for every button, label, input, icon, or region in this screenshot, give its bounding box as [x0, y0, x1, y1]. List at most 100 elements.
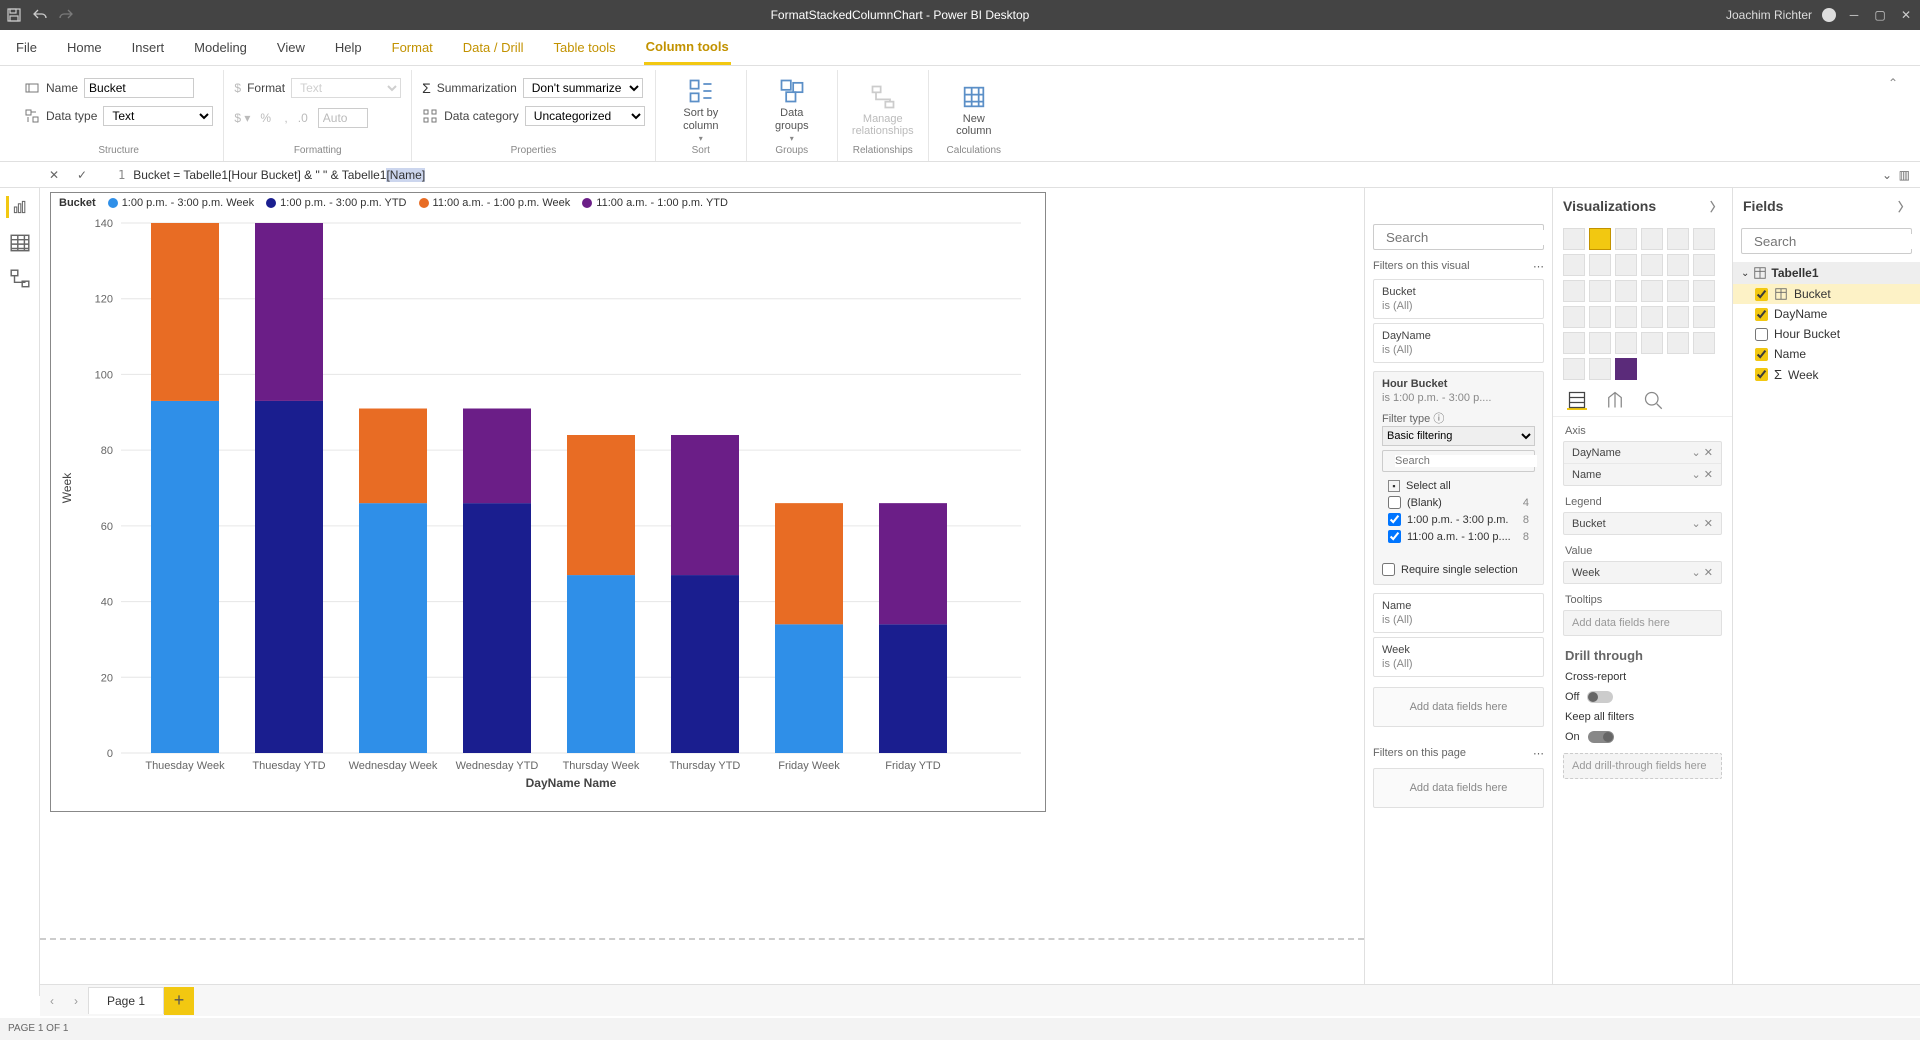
- data-groups-button[interactable]: Data groups▾: [757, 76, 827, 144]
- legend-item[interactable]: 1:00 p.m. - 3:00 p.m. Week: [108, 197, 254, 209]
- viz-type-icon[interactable]: [1589, 358, 1611, 380]
- close-icon[interactable]: ✕: [1898, 7, 1914, 23]
- viz-type-icon[interactable]: [1641, 228, 1663, 250]
- drillthrough-well[interactable]: Add drill-through fields here: [1563, 753, 1722, 779]
- axis-well[interactable]: DayName⌄ ✕Name⌄ ✕: [1563, 441, 1722, 486]
- filter-card[interactable]: Weekis (All): [1373, 637, 1544, 677]
- formula-commit-icon[interactable]: ✓: [72, 165, 92, 185]
- filter-card[interactable]: Nameis (All): [1373, 593, 1544, 633]
- viz-type-icon[interactable]: [1563, 358, 1585, 380]
- ribbon-tab-file[interactable]: File: [14, 32, 39, 63]
- viz-type-icon[interactable]: [1667, 228, 1689, 250]
- filter-option[interactable]: 1:00 p.m. - 3:00 p.m.8: [1388, 511, 1529, 528]
- analytics-tab-icon[interactable]: [1643, 390, 1663, 410]
- data-view-icon[interactable]: [9, 232, 31, 254]
- report-canvas[interactable]: Bucket1:00 p.m. - 3:00 p.m. Week1:00 p.m…: [40, 188, 1364, 996]
- ribbon-collapse-icon[interactable]: ⌃: [1888, 76, 1902, 90]
- page-prev-icon[interactable]: ‹: [40, 994, 64, 1008]
- viz-type-icon[interactable]: [1667, 280, 1689, 302]
- fields-tab-icon[interactable]: [1567, 390, 1587, 410]
- viz-type-icon[interactable]: [1563, 306, 1585, 328]
- field-row[interactable]: Hour Bucket: [1733, 324, 1920, 344]
- filter-menu-icon[interactable]: ⋯: [1533, 260, 1544, 273]
- keep-filters-toggle[interactable]: [1588, 731, 1614, 743]
- viz-type-icon[interactable]: [1641, 306, 1663, 328]
- filter-card[interactable]: Bucketis (All): [1373, 279, 1544, 319]
- pane-collapse-icon[interactable]: 〉: [1898, 198, 1910, 215]
- ribbon-tab-format[interactable]: Format: [390, 32, 435, 63]
- undo-icon[interactable]: [32, 7, 48, 23]
- redo-icon[interactable]: [58, 7, 74, 23]
- well-field[interactable]: DayName⌄ ✕: [1564, 442, 1721, 464]
- filter-option[interactable]: (Blank)4: [1388, 494, 1529, 511]
- well-field[interactable]: Bucket⌄ ✕: [1564, 513, 1721, 534]
- filters-visual-add[interactable]: Add data fields here: [1373, 687, 1544, 727]
- category-select[interactable]: Uncategorized: [525, 106, 645, 126]
- viz-type-icon[interactable]: [1693, 228, 1715, 250]
- filter-type-select[interactable]: Basic filtering: [1382, 426, 1535, 446]
- new-column-button[interactable]: New column: [939, 76, 1009, 144]
- legend-item[interactable]: 11:00 a.m. - 1:00 p.m. Week: [419, 197, 571, 209]
- viz-type-icon[interactable]: [1641, 280, 1663, 302]
- legend-well[interactable]: Bucket⌄ ✕: [1563, 512, 1722, 535]
- formula-text[interactable]: Bucket = Tabelle1[Hour Bucket] & " " & T…: [133, 168, 425, 182]
- save-icon[interactable]: [6, 7, 22, 23]
- pane-collapse-icon[interactable]: 〉: [1710, 198, 1722, 215]
- tooltips-well[interactable]: Add data fields here: [1563, 610, 1722, 636]
- user-avatar-icon[interactable]: [1822, 8, 1836, 22]
- page-next-icon[interactable]: ›: [64, 994, 88, 1008]
- ribbon-tab-view[interactable]: View: [275, 32, 307, 63]
- hourbucket-search-input[interactable]: [1395, 455, 1537, 467]
- filter-card-hourbucket[interactable]: Hour Bucket is 1:00 p.m. - 3:00 p.... Fi…: [1373, 371, 1544, 585]
- viz-type-icon[interactable]: [1615, 280, 1637, 302]
- ribbon-tab-data-drill[interactable]: Data / Drill: [461, 32, 526, 63]
- summarization-select[interactable]: Don't summarize: [523, 78, 643, 98]
- datatype-select[interactable]: Text: [103, 106, 213, 126]
- add-page-button[interactable]: +: [164, 987, 194, 1015]
- filter-option[interactable]: ▪Select all: [1388, 478, 1529, 494]
- well-field[interactable]: Week⌄ ✕: [1564, 562, 1721, 583]
- require-single-checkbox[interactable]: [1382, 563, 1395, 576]
- viz-type-icon[interactable]: [1641, 332, 1663, 354]
- legend-item[interactable]: 11:00 a.m. - 1:00 p.m. YTD: [582, 197, 728, 209]
- viz-type-icon[interactable]: [1589, 254, 1611, 276]
- viz-type-icon[interactable]: [1589, 306, 1611, 328]
- viz-type-icon[interactable]: [1667, 332, 1689, 354]
- table-header[interactable]: ⌄ Tabelle1: [1733, 262, 1920, 284]
- viz-type-icon[interactable]: [1667, 306, 1689, 328]
- ribbon-tab-table-tools[interactable]: Table tools: [551, 32, 617, 63]
- value-well[interactable]: Week⌄ ✕: [1563, 561, 1722, 584]
- ribbon-tab-help[interactable]: Help: [333, 32, 364, 63]
- viz-type-icon[interactable]: [1615, 306, 1637, 328]
- well-field[interactable]: Name⌄ ✕: [1564, 464, 1721, 485]
- field-row[interactable]: ΣWeek: [1733, 364, 1920, 385]
- viz-type-icon[interactable]: [1615, 358, 1637, 380]
- viz-type-icon[interactable]: [1615, 228, 1637, 250]
- field-row[interactable]: Name: [1733, 344, 1920, 364]
- ribbon-tab-column-tools[interactable]: Column tools: [644, 31, 731, 65]
- column-name-input[interactable]: [84, 78, 194, 98]
- viz-type-icon[interactable]: [1693, 254, 1715, 276]
- page-tab[interactable]: Page 1: [88, 987, 164, 1014]
- filters-page-add[interactable]: Add data fields here: [1373, 768, 1544, 808]
- ribbon-tab-modeling[interactable]: Modeling: [192, 32, 249, 63]
- viz-type-icon[interactable]: [1693, 332, 1715, 354]
- viz-type-icon[interactable]: [1615, 254, 1637, 276]
- viz-type-icon[interactable]: [1667, 254, 1689, 276]
- viz-type-icon[interactable]: [1563, 254, 1585, 276]
- viz-type-icon[interactable]: [1693, 280, 1715, 302]
- viz-type-icon[interactable]: [1589, 332, 1611, 354]
- viz-type-icon[interactable]: [1641, 254, 1663, 276]
- viz-type-icon[interactable]: [1563, 228, 1585, 250]
- field-row[interactable]: DayName: [1733, 304, 1920, 324]
- viz-type-icon[interactable]: [1589, 228, 1611, 250]
- stacked-column-chart[interactable]: Bucket1:00 p.m. - 3:00 p.m. Week1:00 p.m…: [50, 192, 1046, 812]
- filter-card[interactable]: DayNameis (All): [1373, 323, 1544, 363]
- filter-option[interactable]: 11:00 a.m. - 1:00 p....8: [1388, 528, 1529, 545]
- report-view-icon[interactable]: [6, 196, 28, 218]
- formula-expand-icon[interactable]: ⌄ ▥: [1882, 168, 1920, 182]
- model-view-icon[interactable]: [9, 268, 31, 290]
- filter-search-input[interactable]: [1386, 230, 1552, 245]
- ribbon-tab-home[interactable]: Home: [65, 32, 104, 63]
- viz-type-icon[interactable]: [1589, 280, 1611, 302]
